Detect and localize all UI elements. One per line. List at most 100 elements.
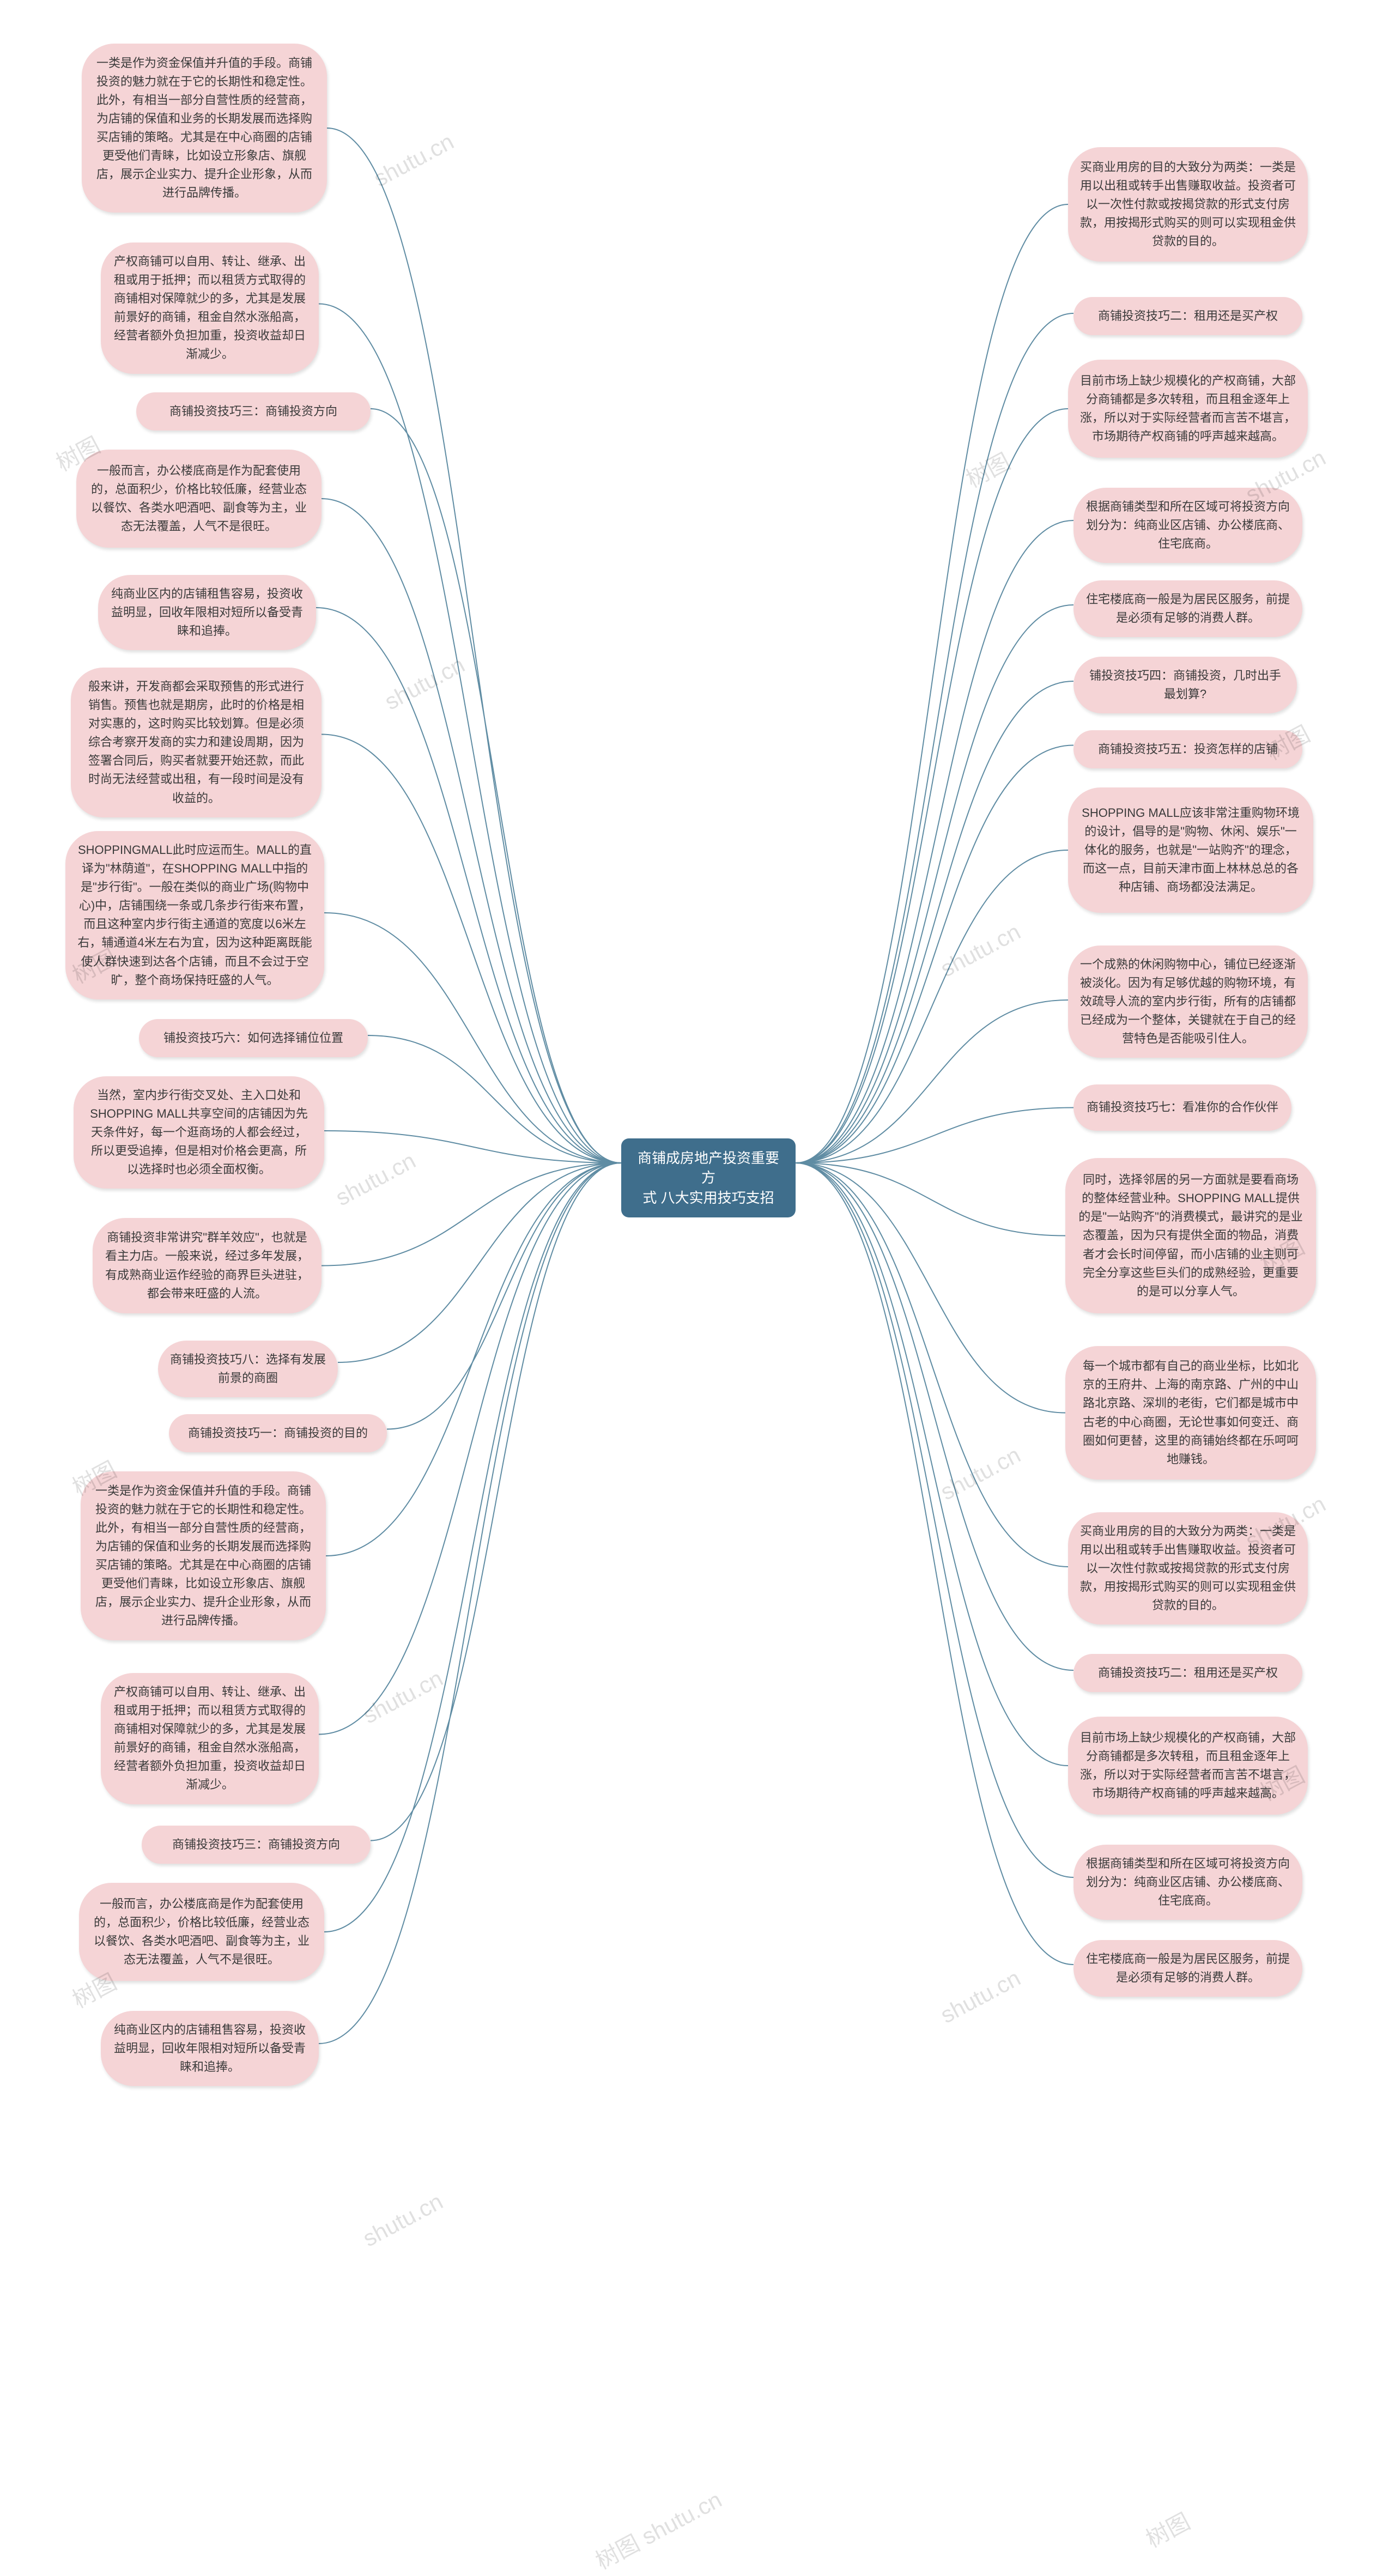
edge [371, 1163, 621, 1841]
center-node: 商铺成房地产投资重要方 式 八大实用技巧支招 [621, 1138, 796, 1217]
node-text: 产权商铺可以自用、转让、继承、出租或用于抵押；而以租赁方式取得的商铺相对保障就少… [113, 1683, 307, 1795]
edge [324, 1163, 621, 1932]
branch-node: 一个成熟的休闲购物中心，铺位已经逐渐被淡化。因为有足够优越的购物环境，有效疏导人… [1068, 945, 1308, 1058]
mindmap-canvas: 商铺成房地产投资重要方 式 八大实用技巧支招一类是作为资金保值并升值的手段。商铺… [0, 0, 1395, 2536]
node-text: 商铺投资技巧二：租用还是买产权 [1098, 1664, 1278, 1682]
edge [796, 1163, 1068, 1567]
edge [796, 850, 1068, 1163]
branch-node: 商铺投资非常讲究"群羊效应"，也就是看主力店。一般来说，经过多年发展，有成熟商业… [93, 1218, 322, 1313]
node-text: 买商业用房的目的大致分为两类：一类是用以出租或转手出售赚取收益。投资者可以一次性… [1080, 1522, 1296, 1615]
node-text: 商铺投资技巧八：选择有发展前景的商圈 [170, 1350, 326, 1387]
node-text: 商铺成房地产投资重要方 式 八大实用技巧支招 [633, 1148, 784, 1208]
node-text: 目前市场上缺少规模化的产权商铺，大部分商铺都是多次转租，而且租金逐年上涨，所以对… [1080, 1729, 1296, 1803]
node-text: 商铺投资技巧一：商铺投资的目的 [188, 1424, 368, 1442]
node-text: 商铺投资技巧五：投资怎样的店铺 [1098, 740, 1278, 759]
watermark: shutu.cn [380, 652, 469, 716]
watermark: shutu.cn [359, 2189, 447, 2252]
edge [322, 499, 621, 1163]
edge [796, 204, 1068, 1163]
edge [327, 128, 621, 1163]
edge [796, 1163, 1073, 1965]
edge [796, 1108, 1073, 1163]
branch-node: 一般而言，办公楼底商是作为配套使用的，总面积少，价格比较低廉，经营业态以餐饮、各… [79, 1883, 324, 1981]
node-text: 纯商业区内的店铺租售容易，投资收益明显，回收年限相对短所以备受青睐和追捧。 [110, 585, 304, 640]
edge [796, 605, 1073, 1163]
edge [796, 1163, 1065, 1236]
branch-node: 纯商业区内的店铺租售容易，投资收益明显，回收年限相对短所以备受青睐和追捧。 [101, 2011, 319, 2086]
watermark: shutu.cn [936, 1965, 1025, 2029]
edge [796, 1163, 1073, 1670]
node-text: 铺投资技巧四：商铺投资，几时出手最划算? [1085, 666, 1285, 704]
branch-node: 根据商铺类型和所在区域可将投资方向划分为：纯商业区店铺、办公楼底商、住宅底商。 [1073, 1845, 1302, 1920]
node-text: 一般而言，办公楼底商是作为配套使用的，总面积少，价格比较低廉，经营业态以餐饮、各… [91, 1895, 312, 1969]
branch-node: 铺投资技巧四：商铺投资，几时出手最划算? [1073, 657, 1297, 713]
branch-node: 商铺投资技巧七：看准你的合作伙伴 [1073, 1084, 1291, 1131]
node-text: 纯商业区内的店铺租售容易，投资收益明显，回收年限相对短所以备受青睐和追捧。 [113, 2021, 307, 2076]
node-text: 一般而言，办公楼底商是作为配套使用的，总面积少，价格比较低廉，经营业态以餐饮、各… [88, 462, 310, 536]
branch-node: 住宅楼底商一般是为居民区服务，前提是必须有足够的消费人群。 [1073, 580, 1302, 637]
node-text: 当然，室内步行街交叉处、主入口处和SHOPPING MALL共享空间的店铺因为先… [86, 1086, 312, 1179]
node-text: 一类是作为资金保值并升值的手段。商铺投资的魅力就在于它的长期性和稳定性。此外，有… [93, 1482, 314, 1631]
watermark: shutu.cn [936, 919, 1025, 983]
edge [387, 1163, 621, 1429]
node-text: 一类是作为资金保值并升值的手段。商铺投资的魅力就在于它的长期性和稳定性。此外，有… [94, 54, 315, 203]
node-text: SHOPPINGMALL此时应运而生。MALL的直译为"林荫道"，在SHOPPI… [77, 841, 312, 990]
edge [796, 1000, 1068, 1163]
node-text: 商铺投资技巧二：租用还是买产权 [1098, 307, 1278, 325]
edge [796, 1163, 1065, 1413]
branch-node: 商铺投资技巧三：商铺投资方向 [142, 1826, 371, 1864]
node-text: 商铺投资非常讲究"群羊效应"，也就是看主力店。一般来说，经过多年发展，有成熟商业… [105, 1228, 310, 1302]
node-text: 买商业用房的目的大致分为两类：一类是用以出租或转手出售赚取收益。投资者可以一次性… [1080, 158, 1296, 251]
edge [371, 409, 621, 1163]
branch-node: 住宅楼底商一般是为居民区服务，前提是必须有足够的消费人群。 [1073, 1940, 1302, 1997]
edge [322, 735, 621, 1163]
watermark: shutu.cn [936, 1442, 1025, 1506]
watermark: 树图 shutu.cn [589, 2482, 727, 2576]
branch-node: 商铺投资技巧二：租用还是买产权 [1073, 1654, 1302, 1692]
edge [326, 1163, 621, 1556]
edge [316, 608, 621, 1163]
edge [319, 1163, 621, 2044]
branch-node: 商铺投资技巧二：租用还是买产权 [1073, 297, 1302, 335]
branch-node: 商铺投资技巧三：商铺投资方向 [136, 392, 371, 431]
branch-node: 每一个城市都有自己的商业坐标，比如北京的王府井、上海的南京路、广州的中山路北京路… [1065, 1346, 1316, 1480]
branch-node: 目前市场上缺少规模化的产权商铺，大部分商铺都是多次转租，而且租金逐年上涨，所以对… [1068, 360, 1308, 458]
branch-node: SHOPPING MALL应该非常注重购物环境的设计，倡导的是"购物、休闲、娱乐… [1068, 787, 1313, 913]
node-text: 产权商铺可以自用、转让、继承、出租或用于抵押；而以租赁方式取得的商铺相对保障就少… [113, 252, 307, 364]
watermark: shutu.cn [369, 129, 458, 192]
node-text: 每一个城市都有自己的商业坐标，比如北京的王府井、上海的南京路、广州的中山路北京路… [1077, 1357, 1304, 1469]
branch-node: 一类是作为资金保值并升值的手段。商铺投资的魅力就在于它的长期性和稳定性。此外，有… [81, 1471, 326, 1640]
branch-node: 买商业用房的目的大致分为两类：一类是用以出租或转手出售赚取收益。投资者可以一次性… [1068, 147, 1308, 262]
branch-node: 商铺投资技巧八：选择有发展前景的商圈 [158, 1341, 338, 1397]
branch-node: 一般而言，办公楼底商是作为配套使用的，总面积少，价格比较低廉，经营业态以餐饮、各… [76, 450, 322, 548]
edge [322, 1163, 621, 1266]
branch-node: 当然，室内步行街交叉处、主入口处和SHOPPING MALL共享空间的店铺因为先… [74, 1076, 324, 1189]
branch-node: 根据商铺类型和所在区域可将投资方向划分为：纯商业区店铺、办公楼底商、住宅底商。 [1073, 488, 1302, 563]
node-text: 商铺投资技巧七：看准你的合作伙伴 [1087, 1098, 1278, 1117]
edge [796, 745, 1073, 1163]
edge [796, 1163, 1068, 1766]
branch-node: SHOPPINGMALL此时应运而生。MALL的直译为"林荫道"，在SHOPPI… [65, 831, 324, 999]
watermark: shutu.cn [331, 1148, 420, 1211]
branch-node: 同时，选择邻居的另一方面就是要看商场的整体经营业种。SHOPPING MALL提… [1065, 1158, 1316, 1313]
node-text: 住宅楼底商一般是为居民区服务，前提是必须有足够的消费人群。 [1085, 590, 1290, 627]
watermark: shutu.cn [359, 1665, 447, 1729]
node-text: 根据商铺类型和所在区域可将投资方向划分为：纯商业区店铺、办公楼底商、住宅底商。 [1085, 1854, 1290, 1910]
edge [796, 681, 1073, 1163]
watermark: 树图 [960, 444, 1016, 494]
watermark: 树图 [1139, 2504, 1196, 2554]
node-text: 住宅楼底商一般是为居民区服务，前提是必须有足够的消费人群。 [1085, 1950, 1290, 1987]
node-text: 根据商铺类型和所在区域可将投资方向划分为：纯商业区店铺、办公楼底商、住宅底商。 [1085, 498, 1290, 553]
node-text: 铺投资技巧六：如何选择铺位位置 [163, 1029, 343, 1047]
edge [324, 1131, 621, 1163]
branch-node: 产权商铺可以自用、转让、继承、出租或用于抵押；而以租赁方式取得的商铺相对保障就少… [101, 1673, 319, 1804]
branch-node: 买商业用房的目的大致分为两类：一类是用以出租或转手出售赚取收益。投资者可以一次性… [1068, 1512, 1308, 1625]
node-text: 同时，选择邻居的另一方面就是要看商场的整体经营业种。SHOPPING MALL提… [1077, 1171, 1304, 1301]
edge [796, 313, 1073, 1163]
branch-node: 一类是作为资金保值并升值的手段。商铺投资的魅力就在于它的长期性和稳定性。此外，有… [82, 44, 327, 213]
edge [368, 1035, 621, 1163]
node-text: 目前市场上缺少规模化的产权商铺，大部分商铺都是多次转租，而且租金逐年上涨，所以对… [1080, 372, 1296, 446]
branch-node: 纯商业区内的店铺租售容易，投资收益明显，回收年限相对短所以备受青睐和追捧。 [98, 575, 316, 650]
node-text: 商铺投资技巧三：商铺投资方向 [172, 1835, 340, 1854]
node-text: 般来讲，开发商都会采取预售的形式进行销售。预售也就是期房，此时的价格是相对实惠的… [83, 677, 310, 808]
